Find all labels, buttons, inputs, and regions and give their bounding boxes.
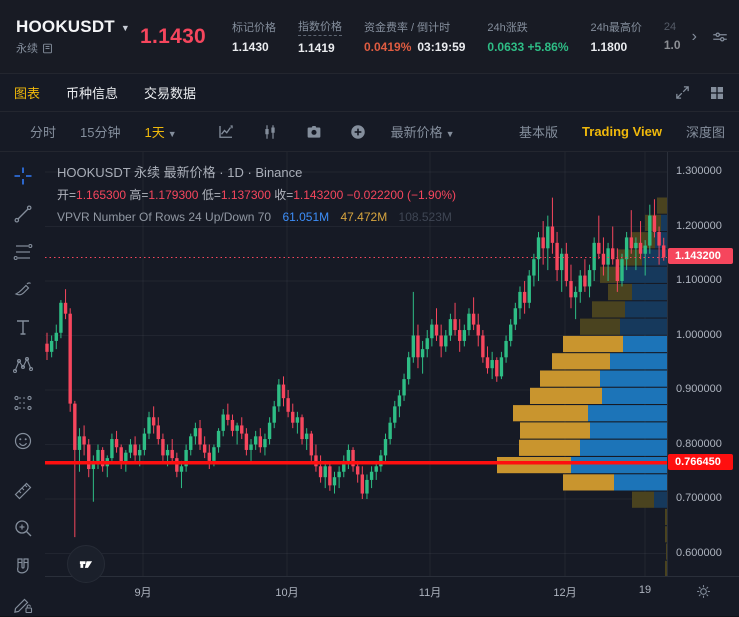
screenshot-camera-icon[interactable] bbox=[305, 123, 323, 141]
price-axis[interactable]: 1.300000 1.200000 1.100000 1.000000 0.900000… bbox=[667, 152, 739, 576]
time-axis-label: 11月 bbox=[418, 587, 442, 599]
stats-scroll-chevron-icon[interactable]: › bbox=[691, 27, 697, 45]
chart-settings-gear-icon[interactable] bbox=[695, 583, 712, 600]
time-axis-label: 9月 bbox=[134, 587, 152, 599]
text-tool-icon[interactable] bbox=[9, 315, 37, 339]
time-axis-label: 12月 bbox=[553, 587, 577, 599]
price-axis-label: 1.300000 bbox=[676, 165, 722, 177]
price-axis-label: 0.800000 bbox=[676, 437, 722, 450]
last-price: 1.1430 bbox=[140, 24, 207, 48]
price-axis-label: 1.100000 bbox=[676, 274, 722, 286]
time-axis-label: 10月 bbox=[275, 587, 299, 599]
time-axis-label: 19 bbox=[638, 584, 652, 596]
symbol-dropdown-caret-icon[interactable]: ▼ bbox=[120, 23, 130, 33]
fib-retracement-tool-icon[interactable] bbox=[9, 240, 37, 264]
tab-trade-data[interactable]: 交易数据 bbox=[144, 86, 197, 101]
chart-canvas[interactable] bbox=[45, 152, 668, 576]
chart-tabs: 图表 币种信息 交易数据 bbox=[0, 74, 739, 112]
price-axis-badge: 0.766450 bbox=[668, 453, 733, 470]
tab-chart[interactable]: 图表 bbox=[14, 86, 41, 101]
price-axis-label: 0.700000 bbox=[676, 492, 722, 504]
price-axis-label: 0.900000 bbox=[676, 383, 722, 395]
funding-countdown: 03:19:59 bbox=[417, 40, 466, 54]
time-axis[interactable]: 9月 10月 11月 12月 19 bbox=[45, 576, 668, 617]
chart-toolbar: 分时 15分钟 1天 ▼ 最新 bbox=[0, 112, 739, 152]
symbol-header: HOOKUSDT ▼ 永续 1.1430 标记价格 1.1430 指数价格 1.… bbox=[0, 0, 739, 74]
symbol-selector[interactable]: HOOKUSDT ▼ 永续 bbox=[16, 17, 140, 56]
emoji-tool-icon[interactable] bbox=[9, 429, 37, 453]
price-axis-badge: 1.143200 bbox=[668, 248, 733, 265]
view-depth[interactable]: 深度图 bbox=[685, 125, 725, 140]
funding-rate: 0.0419% bbox=[364, 40, 412, 54]
price-mode-dropdown[interactable]: 最新价格 ▼ bbox=[390, 125, 455, 140]
price-axis-label: 0.600000 bbox=[676, 546, 722, 559]
view-tradingview[interactable]: Trading View bbox=[582, 124, 662, 139]
stat-funding-countdown: 资金费率 / 倒计时 0.0419% 03:19:59 bbox=[364, 22, 466, 54]
stat-24h-change: 24h涨跌 0.0633 +5.86% bbox=[487, 22, 569, 54]
interval-15m[interactable]: 15分钟 bbox=[80, 125, 121, 140]
zoom-in-tool-icon[interactable] bbox=[9, 516, 37, 540]
view-basic[interactable]: 基本版 bbox=[519, 125, 559, 140]
xabcd-pattern-tool-icon[interactable] bbox=[9, 353, 37, 377]
trend-line-tool-icon[interactable] bbox=[9, 202, 37, 226]
indicators-icon[interactable] bbox=[217, 123, 235, 141]
brush-tool-icon[interactable] bbox=[9, 277, 37, 301]
stat-index-price: 指数价格 1.1419 bbox=[298, 18, 342, 55]
drawing-lock-tool-icon[interactable] bbox=[9, 592, 37, 616]
interval-1d[interactable]: 1天 ▼ bbox=[144, 125, 177, 140]
header-settings-sliders-icon[interactable] bbox=[711, 28, 729, 46]
grid-layout-icon[interactable] bbox=[709, 85, 725, 101]
crosshair-tool-icon[interactable] bbox=[9, 164, 37, 188]
stat-mark-price: 标记价格 1.1430 bbox=[232, 22, 276, 54]
contract-type-label: 永续 bbox=[16, 43, 38, 55]
drawing-toolbar bbox=[0, 152, 45, 616]
projection-tool-icon[interactable] bbox=[9, 391, 37, 415]
add-indicator-plus-icon[interactable] bbox=[349, 123, 367, 141]
stat-24h-high: 24h最高价 1.1800 bbox=[590, 22, 642, 54]
axis-corner bbox=[668, 576, 739, 616]
interval-minutes[interactable]: 分时 bbox=[30, 125, 57, 140]
price-axis-label: 1.000000 bbox=[676, 328, 722, 341]
expand-chart-icon[interactable] bbox=[674, 84, 691, 101]
price-axis-label: 1.200000 bbox=[676, 219, 722, 232]
tradingview-logo[interactable] bbox=[67, 545, 105, 583]
measure-ruler-tool-icon[interactable] bbox=[9, 479, 37, 503]
tab-coin-info[interactable]: 币种信息 bbox=[66, 86, 119, 101]
stat-24h-low-clipped: 24 1.0 bbox=[663, 21, 681, 52]
contract-info-book-icon[interactable] bbox=[42, 43, 53, 54]
magnet-tool-icon[interactable] bbox=[9, 554, 37, 578]
candlestick-style-icon[interactable] bbox=[261, 123, 279, 141]
symbol-name[interactable]: HOOKUSDT bbox=[16, 17, 115, 36]
chart-region: HOOKUSDT 永续 最新价格 · 1D · Binance 开=1.1653… bbox=[0, 152, 739, 616]
